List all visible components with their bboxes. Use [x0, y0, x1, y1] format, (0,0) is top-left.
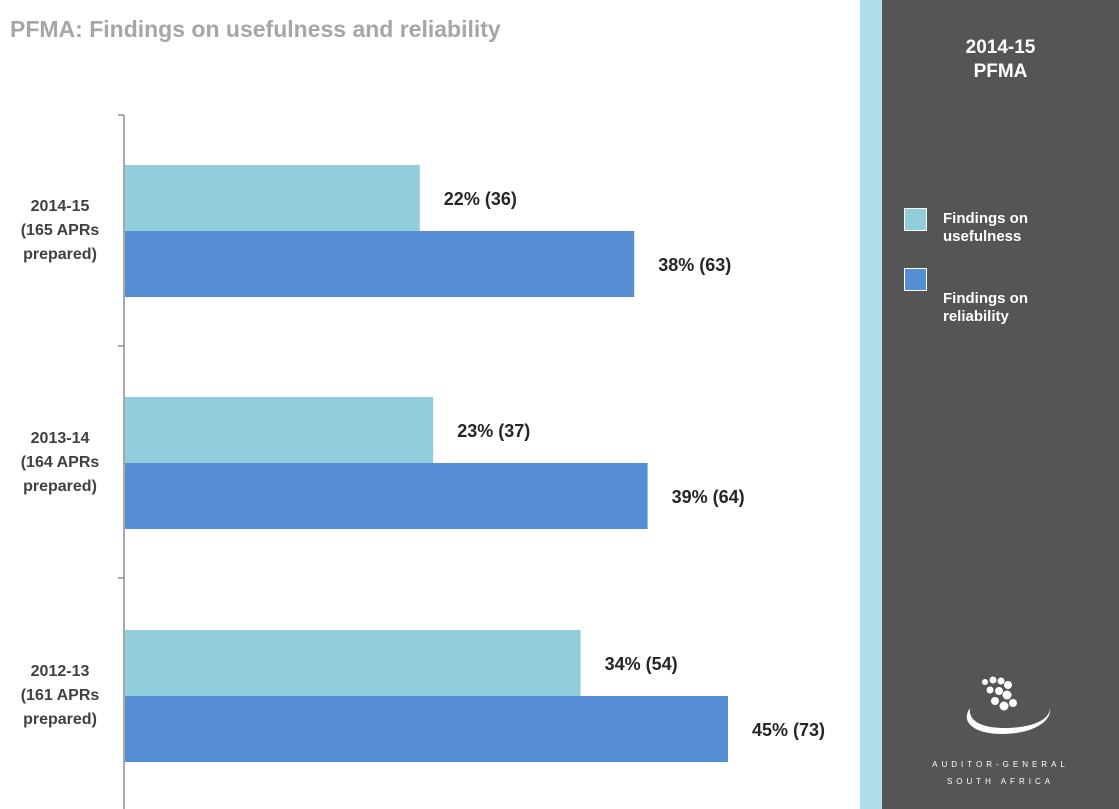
category-label: prepared)	[23, 246, 97, 263]
data-label: 45% (73)	[752, 720, 825, 740]
legend-label-reliability: Findings on reliability	[943, 290, 1028, 326]
data-label: 34% (54)	[605, 654, 678, 674]
sidebar-stripe	[860, 0, 882, 809]
category-label: prepared)	[23, 478, 97, 495]
category-label: (161 APRs	[21, 687, 100, 704]
bar-usefulness	[125, 165, 420, 231]
category-label: 2013-14	[31, 430, 90, 447]
bar-usefulness	[125, 630, 581, 696]
category-label: (165 APRs	[21, 222, 100, 239]
bar-reliability	[125, 696, 728, 762]
sidebar-title: 2014-15 PFMA	[882, 36, 1119, 84]
data-label: 39% (64)	[672, 487, 745, 507]
sidebar-title-year: 2014-15	[965, 37, 1036, 58]
bar-reliability	[125, 463, 648, 529]
bar-usefulness	[125, 397, 434, 463]
category-label: (164 APRs	[21, 454, 100, 471]
category-label: 2012-13	[31, 663, 90, 680]
legend-label-usefulness-line1: Findings on	[943, 210, 1028, 227]
chart-title: PFMA: Findings on usefulness and reliabi…	[10, 16, 501, 42]
category-label: 2014-15	[31, 198, 90, 215]
bar-chart: 2014-15 (165 APRs prepared) 22% (36) 38% (63…	[21, 114, 825, 809]
chart-area: PFMA: Findings on usefulness and reliabi…	[10, 16, 825, 809]
data-label: 38% (63)	[658, 255, 731, 275]
bar-reliability	[125, 231, 635, 297]
legend-label-reliability-line1: Findings on	[943, 290, 1028, 307]
legend-label-usefulness: Findings on usefulness	[943, 210, 1028, 246]
data-label: 22% (36)	[444, 189, 517, 209]
logo-text-line2: SOUTH AFRICA	[946, 777, 1055, 786]
auditor-general-logo: AUDITOR-GENERAL SOUTH AFRICA	[882, 660, 1119, 800]
legend-swatch-usefulness	[904, 208, 927, 231]
sidebar: 2014-15 PFMA Findings on usefulness Find…	[882, 0, 1119, 809]
logo-emblem-icon	[966, 676, 1051, 734]
sidebar-title-act: PFMA	[973, 61, 1028, 82]
legend-swatch-reliability	[904, 268, 927, 291]
legend-label-usefulness-line2: usefulness	[943, 228, 1022, 245]
category-label: prepared)	[23, 711, 97, 728]
legend-label-reliability-line2: reliability	[943, 308, 1009, 325]
data-label: 23% (37)	[457, 421, 530, 441]
logo-text-line1: AUDITOR-GENERAL	[932, 760, 1069, 769]
